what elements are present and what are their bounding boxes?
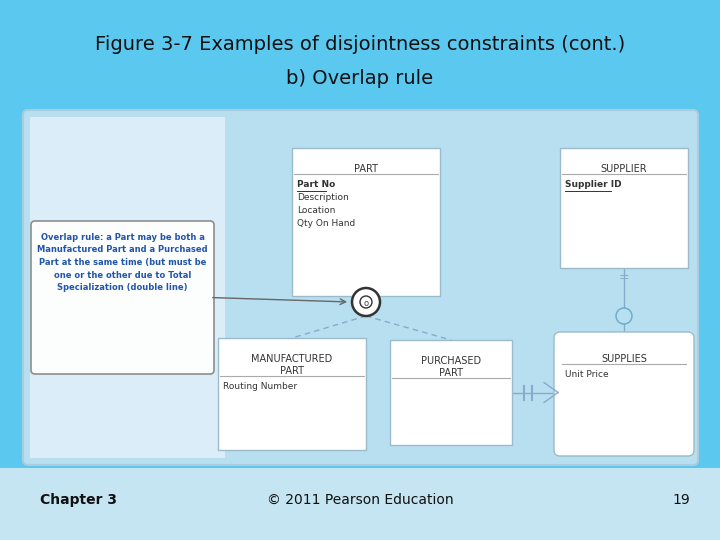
FancyBboxPatch shape bbox=[31, 221, 214, 374]
FancyBboxPatch shape bbox=[0, 468, 720, 540]
Text: © 2011 Pearson Education: © 2011 Pearson Education bbox=[266, 493, 454, 507]
Text: Qty On Hand: Qty On Hand bbox=[297, 219, 355, 228]
Text: SUPPLIES: SUPPLIES bbox=[601, 354, 647, 364]
Text: =: = bbox=[618, 272, 629, 285]
FancyBboxPatch shape bbox=[560, 148, 688, 268]
Circle shape bbox=[616, 308, 632, 324]
FancyBboxPatch shape bbox=[218, 338, 366, 450]
FancyBboxPatch shape bbox=[23, 110, 698, 465]
FancyBboxPatch shape bbox=[390, 340, 512, 445]
FancyBboxPatch shape bbox=[554, 332, 694, 456]
Text: b) Overlap rule: b) Overlap rule bbox=[287, 69, 433, 87]
Text: Routing Number: Routing Number bbox=[223, 382, 297, 391]
Text: PART: PART bbox=[354, 164, 378, 174]
Text: Chapter 3: Chapter 3 bbox=[40, 493, 117, 507]
FancyBboxPatch shape bbox=[30, 117, 225, 458]
FancyBboxPatch shape bbox=[292, 148, 440, 296]
Text: Figure 3-7 Examples of disjointness constraints (cont.): Figure 3-7 Examples of disjointness cons… bbox=[95, 36, 625, 55]
Circle shape bbox=[352, 288, 380, 316]
Text: o: o bbox=[364, 299, 369, 307]
Text: Description: Description bbox=[297, 193, 348, 202]
Text: SUPPLIER: SUPPLIER bbox=[600, 164, 647, 174]
Text: PURCHASED
PART: PURCHASED PART bbox=[421, 356, 481, 379]
Text: Unit Price: Unit Price bbox=[565, 370, 608, 379]
Text: 19: 19 bbox=[672, 493, 690, 507]
Circle shape bbox=[360, 296, 372, 308]
Text: Supplier ID: Supplier ID bbox=[565, 180, 621, 189]
Text: Part No: Part No bbox=[297, 180, 336, 189]
Text: MANUFACTURED
PART: MANUFACTURED PART bbox=[251, 354, 333, 376]
Text: Location: Location bbox=[297, 206, 336, 215]
Text: Overlap rule: a Part may be both a
Manufactured Part and a Purchased
Part at the: Overlap rule: a Part may be both a Manuf… bbox=[37, 233, 208, 292]
